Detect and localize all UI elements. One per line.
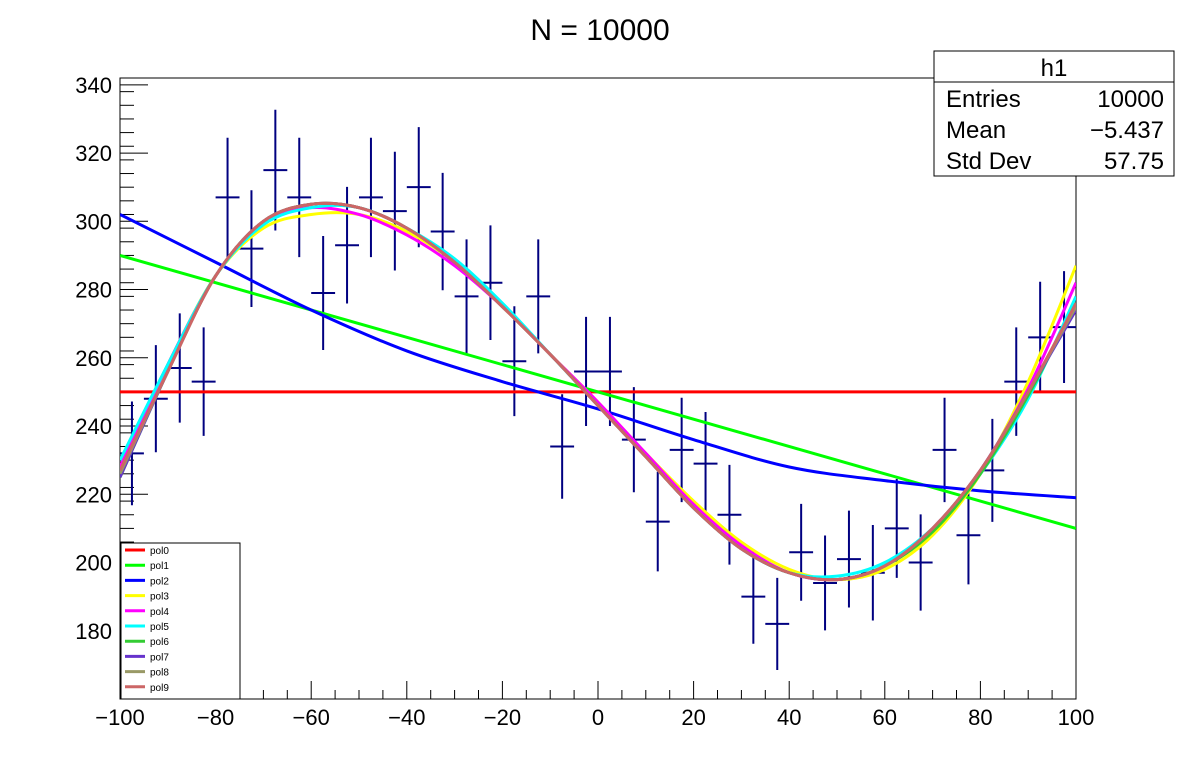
- stats-value: −5.437: [1090, 117, 1164, 144]
- x-tick-label: −40: [388, 705, 425, 730]
- x-tick-label: 20: [681, 705, 705, 730]
- y-tick-label: 180: [75, 619, 112, 644]
- stats-box-frame: [933, 50, 1175, 177]
- x-tick-label: 0: [592, 705, 604, 730]
- stats-box-title: h1: [1041, 55, 1068, 82]
- y-tick-label: 320: [75, 141, 112, 166]
- fit-curve-pol2: [120, 213, 1076, 500]
- y-tick-label: 220: [75, 482, 112, 507]
- legend-label: pol0: [150, 546, 169, 557]
- legend-label: pol1: [150, 561, 169, 572]
- x-tick-label: 40: [777, 705, 801, 730]
- y-tick-label: 240: [75, 414, 112, 439]
- x-tick-label: 100: [1058, 705, 1095, 730]
- stats-label: Std Dev: [946, 148, 1031, 175]
- stats-value: 10000: [1097, 86, 1164, 113]
- x-tick-label: 60: [873, 705, 897, 730]
- legend: pol0 pol1 pol2 pol3 pol4 pol5 pol6 pol7 pol8 pol9: [120, 542, 241, 700]
- legend-label: pol9: [150, 683, 169, 694]
- fit-curve-pol1: [120, 253, 1076, 530]
- chart-title: N = 10000: [530, 14, 669, 47]
- y-tick-label: 260: [75, 346, 112, 371]
- y-tick-label: 340: [75, 73, 112, 98]
- fit-curves: [120, 201, 1076, 582]
- legend-label: pol5: [150, 622, 169, 633]
- x-tick-label: 80: [968, 705, 992, 730]
- stats-label: Mean: [946, 117, 1006, 144]
- plot-area: −100 −80 −60 −40 −20 0 20 40 60 80 100 180 200 220 240…: [75, 73, 1094, 730]
- legend-label: pol8: [150, 668, 169, 679]
- legend-label: pol3: [150, 592, 169, 603]
- x-tick-label: −60: [293, 705, 330, 730]
- stats-label: Entries: [946, 86, 1021, 113]
- stats-box: h1 Entries 10000 Mean −5.437 Std Dev 57.75: [933, 50, 1175, 177]
- fit-curve-pol9: [120, 201, 1076, 582]
- legend-label: pol2: [150, 576, 169, 587]
- y-tick-label: 300: [75, 209, 112, 234]
- x-tick-label: −20: [484, 705, 521, 730]
- x-tick-label: −100: [95, 705, 145, 730]
- legend-label: pol4: [150, 607, 169, 618]
- legend-label: pol7: [150, 652, 169, 663]
- y-tick-label: 200: [75, 551, 112, 576]
- x-tick-label: −80: [197, 705, 234, 730]
- legend-label: pol6: [150, 637, 169, 648]
- y-tick-label: 280: [75, 278, 112, 303]
- stats-value: 57.75: [1104, 148, 1164, 175]
